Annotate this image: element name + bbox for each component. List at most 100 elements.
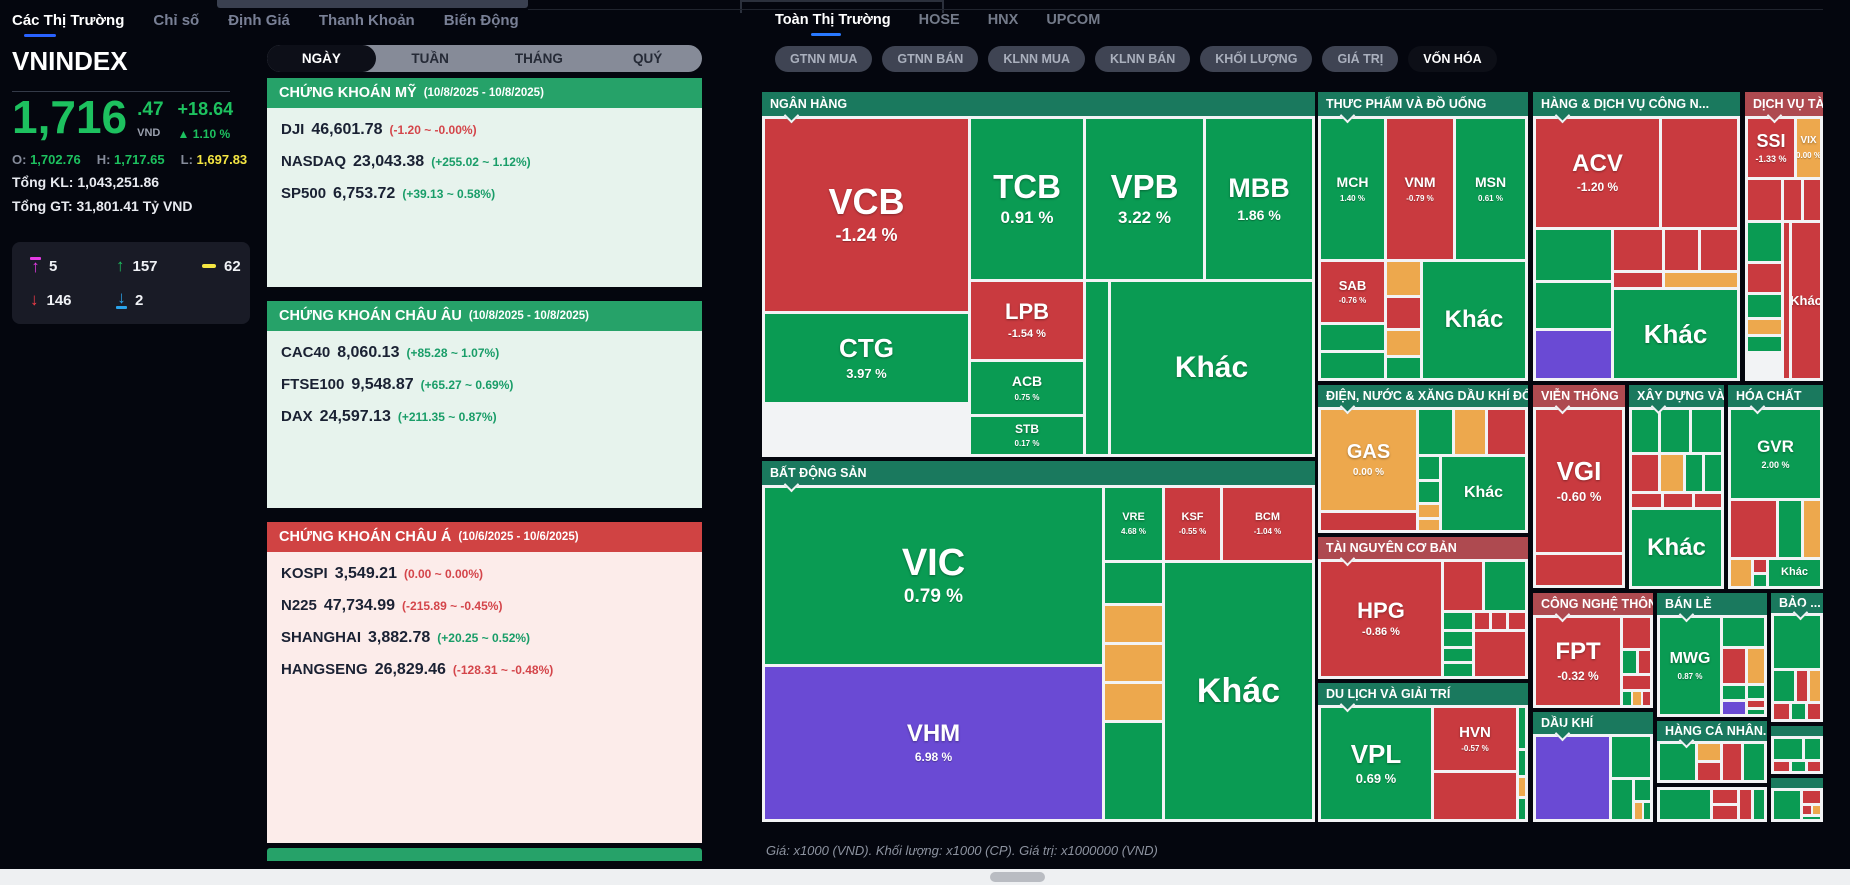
nav-item-chi-so[interactable]: Chỉ số: [153, 12, 200, 29]
heatmap-cell[interactable]: [1419, 505, 1439, 517]
heatmap-cell[interactable]: [1723, 618, 1764, 646]
heatmap-cell[interactable]: [1748, 180, 1781, 220]
heatmap-cell[interactable]: [1748, 295, 1781, 317]
nav-item-bie-n-o-ng[interactable]: Biến Động: [443, 12, 519, 29]
heatmap-cell[interactable]: [1614, 273, 1662, 287]
heatmap-cell[interactable]: [1387, 262, 1420, 295]
period-tab-tha-ng[interactable]: THÁNG: [514, 51, 563, 66]
filter-pill-klnn-mua[interactable]: KLNN MUA: [988, 46, 1085, 72]
heatmap-cell[interactable]: [1723, 744, 1741, 780]
heatmap-cell[interactable]: [1731, 501, 1776, 557]
heatmap-cell-vcb[interactable]: VCB -1.24 %: [765, 119, 968, 311]
heatmap-cell[interactable]: [1614, 230, 1662, 270]
heatmap-cell[interactable]: [1661, 455, 1683, 491]
heatmap-cell-vpl[interactable]: VPL 0.69 %: [1321, 708, 1431, 819]
heatmap-cell[interactable]: [1492, 613, 1506, 629]
heatmap-cell[interactable]: [1808, 704, 1820, 719]
heatmap-cell-ctg[interactable]: CTG 3.97 %: [765, 314, 968, 402]
heatmap-cell-vgi[interactable]: VGI -0.60 %: [1536, 410, 1622, 552]
heatmap-cell-bcm[interactable]: BCM -1.04 %: [1223, 488, 1312, 560]
heatmap-cell-ksf[interactable]: KSF -0.55 %: [1165, 488, 1220, 560]
horizontal-scrollbar[interactable]: [0, 869, 1850, 885]
heatmap-cell[interactable]: [1731, 560, 1751, 586]
heatmap-cell-tcb[interactable]: TCB 0.91 %: [971, 119, 1083, 279]
heatmap-cell[interactable]: [1740, 790, 1751, 819]
heatmap-cell-kha-c[interactable]: Khác: [1632, 510, 1721, 586]
heatmap-cell[interactable]: [1419, 410, 1452, 454]
heatmap-cell[interactable]: [1686, 455, 1702, 491]
heatmap-cell[interactable]: [1387, 358, 1420, 378]
heatmap-cell[interactable]: [1748, 649, 1764, 683]
heatmap-cell[interactable]: [1701, 230, 1737, 270]
heatmap-cell[interactable]: [1519, 751, 1525, 775]
heatmap-cell[interactable]: [1748, 701, 1764, 707]
filter-pill-klnn-ba-n[interactable]: KLNN BÁN: [1095, 46, 1191, 72]
heatmap-cell[interactable]: [1321, 353, 1384, 378]
heatmap-tab-upcom[interactable]: UPCOM: [1046, 12, 1101, 28]
heatmap-cell[interactable]: [1705, 455, 1721, 491]
heatmap-cell[interactable]: [1792, 762, 1805, 771]
heatmap-cell-stb[interactable]: STB 0.17 %: [971, 417, 1083, 454]
heatmap-cell-acv[interactable]: ACV -1.20 %: [1536, 119, 1659, 227]
filter-pill-gtnn-mua[interactable]: GTNN MUA: [775, 46, 873, 72]
heatmap-cell-gas[interactable]: GAS 0.00 %: [1321, 410, 1416, 510]
heatmap-cell[interactable]: [1748, 710, 1764, 714]
heatmap-cell[interactable]: [1643, 692, 1650, 705]
heatmap-cell[interactable]: [1748, 320, 1781, 334]
heatmap-cell[interactable]: [1723, 702, 1745, 714]
heatmap-cell[interactable]: [1662, 119, 1737, 227]
heatmap-cell[interactable]: [1660, 790, 1710, 819]
heatmap-cell-lpb[interactable]: LPB -1.54 %: [971, 282, 1083, 359]
heatmap-cell-vre[interactable]: VRE 4.68 %: [1105, 488, 1162, 560]
heatmap-cell-gvr[interactable]: GVR 2.00 %: [1731, 410, 1820, 498]
heatmap-cell[interactable]: [1808, 762, 1820, 771]
heatmap-cell-vix[interactable]: VIX 0.00 %: [1797, 119, 1820, 177]
heatmap-cell[interactable]: [1444, 613, 1472, 629]
heatmap-cell[interactable]: [1664, 494, 1692, 507]
heatmap-cell[interactable]: [1774, 762, 1789, 771]
heatmap-cell[interactable]: [1713, 806, 1737, 819]
heatmap-cell[interactable]: [1444, 562, 1482, 610]
heatmap-cell[interactable]: [1632, 494, 1661, 507]
heatmap-cell[interactable]: [1105, 606, 1162, 642]
heatmap-cell[interactable]: [1455, 410, 1485, 454]
heatmap-cell[interactable]: [1804, 180, 1820, 220]
heatmap-cell[interactable]: [1475, 613, 1489, 629]
heatmap-cell-vhm[interactable]: VHM 6.98 %: [765, 667, 1102, 819]
heatmap-cell[interactable]: [1105, 563, 1162, 603]
heatmap-cell[interactable]: [1797, 671, 1807, 701]
heatmap-cell[interactable]: [1321, 325, 1384, 350]
nav-item-i-nh-gia[interactable]: Định Giá: [228, 12, 290, 29]
heatmap-cell[interactable]: [1748, 264, 1781, 292]
heatmap-cell-hpg[interactable]: HPG -0.86 %: [1321, 562, 1441, 676]
heatmap-cell[interactable]: [1519, 799, 1525, 819]
heatmap-cell-sab[interactable]: SAB -0.76 %: [1321, 262, 1384, 322]
heatmap-cell[interactable]: [1623, 651, 1636, 673]
heatmap-cell[interactable]: [1485, 562, 1525, 610]
heatmap-cell-ssi[interactable]: SSI -1.33 %: [1748, 119, 1794, 177]
heatmap-cell[interactable]: [1804, 501, 1820, 557]
heatmap-cell[interactable]: [1612, 737, 1650, 777]
scrollbar-thumb[interactable]: [990, 872, 1045, 882]
heatmap-cell[interactable]: [1754, 575, 1766, 586]
heatmap-cell[interactable]: [1723, 649, 1745, 683]
filter-pill-vo-n-ho-a[interactable]: VỐN HÓA: [1408, 46, 1497, 72]
heatmap-cell[interactable]: [1779, 501, 1801, 557]
nav-item-thanh-khoa-n[interactable]: Thanh Khoản: [318, 12, 415, 29]
heatmap-cell[interactable]: [1105, 645, 1162, 681]
heatmap-cell[interactable]: [1635, 780, 1650, 800]
heatmap-cell-msn[interactable]: MSN 0.61 %: [1456, 119, 1525, 259]
heatmap-cell-hvn[interactable]: HVN -0.57 %: [1434, 708, 1516, 770]
heatmap-cell[interactable]: [1444, 632, 1472, 646]
heatmap-cell[interactable]: [1321, 513, 1416, 530]
heatmap-cell[interactable]: [1665, 230, 1698, 270]
heatmap-cell[interactable]: [1748, 223, 1781, 261]
heatmap-cell[interactable]: [1419, 520, 1439, 530]
heatmap-cell[interactable]: [1784, 180, 1801, 220]
heatmap-cell[interactable]: [1632, 455, 1658, 491]
heatmap-cell-vnm[interactable]: VNM -0.79 %: [1387, 119, 1453, 259]
heatmap-cell[interactable]: [1623, 676, 1650, 689]
heatmap-cell[interactable]: [1612, 780, 1632, 819]
heatmap-cell-acb[interactable]: ACB 0.75 %: [971, 362, 1083, 414]
heatmap-cell[interactable]: [1419, 457, 1439, 479]
